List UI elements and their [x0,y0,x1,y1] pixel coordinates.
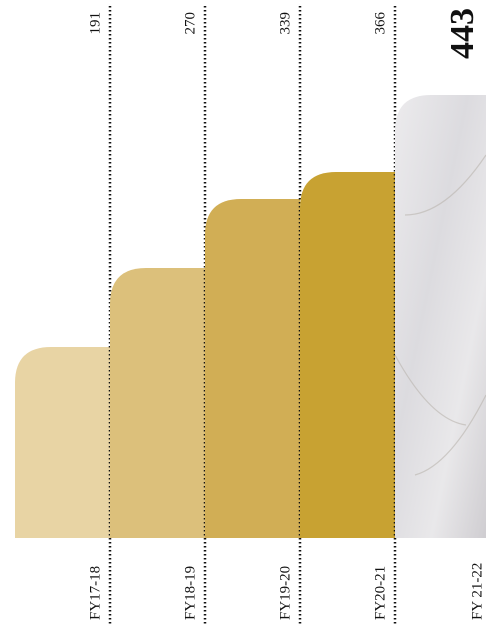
bar [395,95,486,538]
value-label: 339 [277,12,293,35]
category-label: FY 21-22 [469,563,485,620]
category-label: FY20-21 [372,566,388,620]
marble-vein [394,354,467,426]
marble-vein [414,394,486,476]
value-label: 366 [372,12,388,35]
bar [300,172,395,538]
category-label: FY17-18 [87,566,103,620]
bar [110,268,205,538]
value-label: 443 [444,8,481,59]
value-label: 270 [182,12,198,35]
category-label: FY18-19 [182,566,198,620]
bar [205,199,300,538]
value-label: 191 [87,12,103,35]
category-label: FY19-20 [277,566,293,620]
bar [15,347,110,538]
marble-vein [404,154,486,216]
